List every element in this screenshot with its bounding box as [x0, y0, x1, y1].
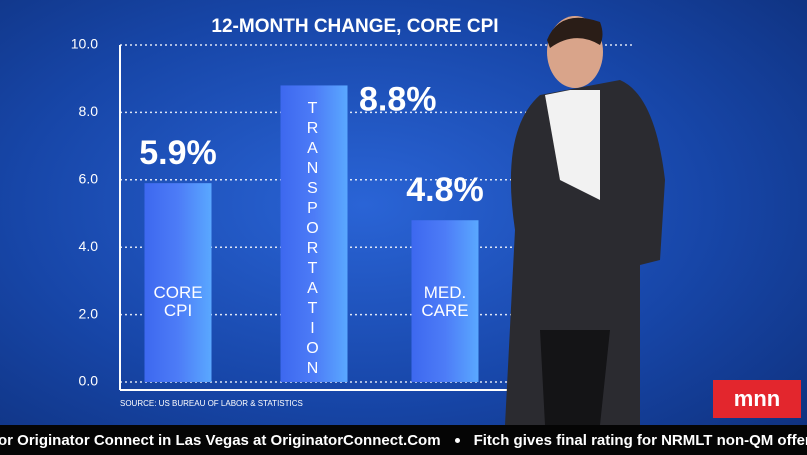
news-ticker: or Originator Connect in Las Vegas at Or… — [0, 425, 807, 455]
category-label: CORE CPI — [153, 283, 203, 320]
value-label: 4.8% — [406, 171, 484, 209]
y-tick-label: 10.0 — [71, 36, 98, 52]
bar — [144, 183, 212, 382]
category-label: TRANSPORTATION — [304, 99, 321, 380]
y-tick-label: 2.0 — [79, 305, 99, 321]
presenter — [505, 16, 665, 425]
value-label: 5.9% — [139, 134, 217, 172]
y-tick-label: 8.0 — [79, 103, 99, 119]
bar — [280, 85, 348, 382]
ticker-item: Fitch gives final rating for NRMLT non-Q… — [473, 431, 807, 449]
value-label: 8.8% — [359, 80, 437, 118]
source: SOURCE: US BUREAU OF LABOR & STATISTICS — [120, 399, 303, 408]
y-tick-label: 4.0 — [79, 238, 99, 254]
ticker-bullet — [454, 437, 460, 443]
y-tick-label: 6.0 — [79, 171, 99, 187]
channel-logo: mnn — [713, 380, 801, 418]
chart-title: 12-MONTH CHANGE, CORE CPI — [211, 16, 498, 37]
bar — [411, 220, 479, 382]
ticker-item: or Originator Connect in Las Vegas at Or… — [0, 431, 441, 449]
y-tick-label: 0.0 — [79, 373, 99, 389]
category-label: MED. CARE — [421, 283, 469, 320]
